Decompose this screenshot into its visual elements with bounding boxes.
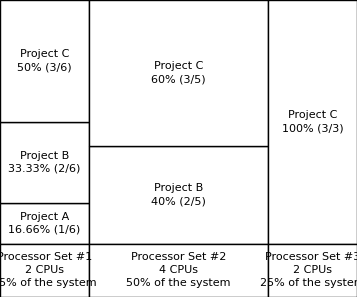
Text: Project B
40% (2/5): Project B 40% (2/5) <box>151 183 206 206</box>
Bar <box>0 0 89 122</box>
Text: Processor Set #2
4 CPUs
50% of the system: Processor Set #2 4 CPUs 50% of the syste… <box>126 252 231 288</box>
Bar <box>89 146 268 244</box>
Text: Project C
100% (3/3): Project C 100% (3/3) <box>282 110 343 133</box>
Bar <box>89 244 268 297</box>
Text: Project C
50% (3/6): Project C 50% (3/6) <box>17 49 72 72</box>
Bar <box>268 244 357 297</box>
Text: Project B
33.33% (2/6): Project B 33.33% (2/6) <box>9 151 81 174</box>
Text: Processor Set #1
2 CPUs
25% of the system: Processor Set #1 2 CPUs 25% of the syste… <box>0 252 97 288</box>
Text: Project C
60% (3/5): Project C 60% (3/5) <box>151 61 206 85</box>
Text: Processor Set #3
2 CPUs
25% of the system: Processor Set #3 2 CPUs 25% of the syste… <box>260 252 357 288</box>
Bar <box>0 244 89 297</box>
Bar <box>0 203 89 244</box>
Bar <box>89 0 268 146</box>
Bar <box>0 122 89 203</box>
Text: Project A
16.66% (1/6): Project A 16.66% (1/6) <box>9 212 81 235</box>
Bar <box>268 0 357 244</box>
